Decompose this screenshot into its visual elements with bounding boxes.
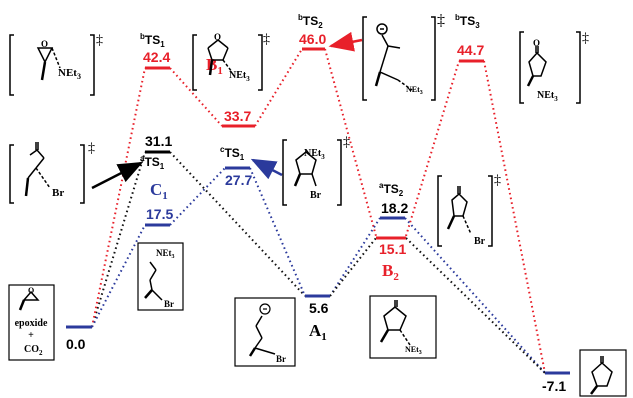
- path-A1-B2: [329, 237, 377, 297]
- path-bTS2-B2: [324, 48, 377, 237]
- arrow-to-cTS1: [250, 158, 283, 180]
- energy-B1: 33.7: [224, 108, 251, 124]
- label-bTS2: bTS2: [298, 13, 323, 30]
- ts-epoxide-amine: NEt3: [58, 67, 81, 81]
- path-reactant-bTS1: [91, 67, 146, 328]
- bTS2-amine: NEt3: [406, 85, 423, 96]
- label-cTS1: cTS1: [220, 145, 245, 162]
- label-A1: A1: [309, 321, 327, 343]
- path-reactant-C1: [91, 224, 146, 328]
- dagger-6: ‡: [343, 135, 350, 150]
- box-C1: NEt3 Br: [137, 242, 184, 311]
- reaction-paths: [91, 48, 546, 374]
- structure-bTS2: [362, 16, 436, 101]
- label-C1: C1: [150, 180, 168, 202]
- bTS1-o1: O: [214, 32, 221, 42]
- C1-br: Br: [164, 299, 174, 309]
- bTS3-o: O: [533, 38, 540, 48]
- label-bTS1: bTS1: [140, 32, 165, 49]
- dagger-7: ‡: [494, 173, 501, 188]
- intermediate-labels: C1 B1 A1 B2: [150, 55, 399, 343]
- path-B1-bTS2: [254, 48, 303, 127]
- label-aTS2: aTS2: [379, 181, 404, 198]
- path-bTS1-B1: [169, 67, 223, 127]
- label-B2: B2: [382, 261, 399, 283]
- structure-ts-epoxide-amine: [9, 34, 95, 96]
- arrow-to-bTS2: [328, 31, 363, 52]
- box-B2: NEt3: [369, 295, 437, 359]
- species-labels: bTS1 aTS1 cTS1 bTS2 aTS2 bTS3: [140, 13, 480, 198]
- path-reactant-aTS1: [91, 151, 146, 328]
- path-B2-product: [405, 237, 546, 374]
- structure-cTS1: [282, 139, 342, 206]
- label-aTS1: aTS1: [140, 154, 165, 171]
- A1-br: Br: [276, 354, 286, 364]
- energy-bTS3: 44.7: [457, 42, 484, 58]
- dagger-5: ‡: [88, 141, 95, 156]
- energy-bTS2: 46.0: [299, 31, 326, 47]
- path-cTS1-A1: [249, 167, 306, 297]
- box-reactant: O epoxide + CO2: [8, 284, 55, 361]
- energy-reactant: 0.0: [66, 336, 86, 352]
- label-bTS3: bTS3: [455, 13, 480, 30]
- aTS1-br: Br: [52, 187, 64, 199]
- reactant-plus: +: [28, 330, 34, 341]
- path-aTS1-A1: [169, 151, 306, 297]
- structure-bTS1: [192, 34, 263, 91]
- energy-values: 0.0 31.1 42.4 17.5 27.7 33.7 5.6 46.0 18…: [66, 31, 566, 394]
- C1-amine: NEt3: [156, 248, 175, 260]
- energy-cTS1: 27.7: [225, 172, 252, 188]
- energy-product: -7.1: [542, 378, 566, 394]
- arrow-to-aTS1: [91, 161, 144, 190]
- reactant-o: O: [28, 286, 34, 295]
- energy-bTS1: 42.4: [143, 49, 170, 65]
- box-A1: Br: [234, 297, 296, 367]
- cTS1-br: Br: [310, 190, 322, 201]
- path-bTS3-product: [483, 60, 546, 374]
- energy-aTS1: 31.1: [145, 133, 172, 149]
- ts-epoxide-o: O: [41, 39, 48, 49]
- box-product: [579, 349, 627, 397]
- reactant-epoxide: epoxide: [15, 318, 48, 329]
- B2-amine: NEt3: [405, 345, 422, 356]
- path-A1-aTS2: [329, 217, 381, 297]
- structure-aTS2: [437, 175, 493, 247]
- bTS3-amine: NEt3: [537, 90, 558, 103]
- energy-B2: 15.1: [379, 241, 406, 257]
- reactant-co2: CO2: [24, 344, 43, 357]
- path-B2-bTS3: [405, 60, 460, 237]
- cTS1-amine: NEt3: [304, 148, 325, 161]
- energy-levels: [66, 47, 570, 375]
- path-C1-cTS1: [169, 167, 226, 226]
- energy-C1: 17.5: [146, 206, 173, 222]
- structure-aTS1: [9, 142, 85, 204]
- dagger-1: ‡: [96, 33, 103, 48]
- dagger-3: ‡: [437, 12, 445, 29]
- label-B1: B1: [206, 55, 223, 77]
- structure-bTS3: [519, 31, 581, 104]
- path-aTS2-product: [404, 217, 546, 374]
- dagger-4: ‡: [582, 31, 589, 46]
- dagger-2: ‡: [263, 32, 270, 47]
- aTS2-br: Br: [474, 236, 486, 247]
- bTS1-amine: NEt3: [229, 70, 250, 83]
- energy-aTS2: 18.2: [381, 200, 408, 216]
- energy-A1: 5.6: [309, 300, 329, 316]
